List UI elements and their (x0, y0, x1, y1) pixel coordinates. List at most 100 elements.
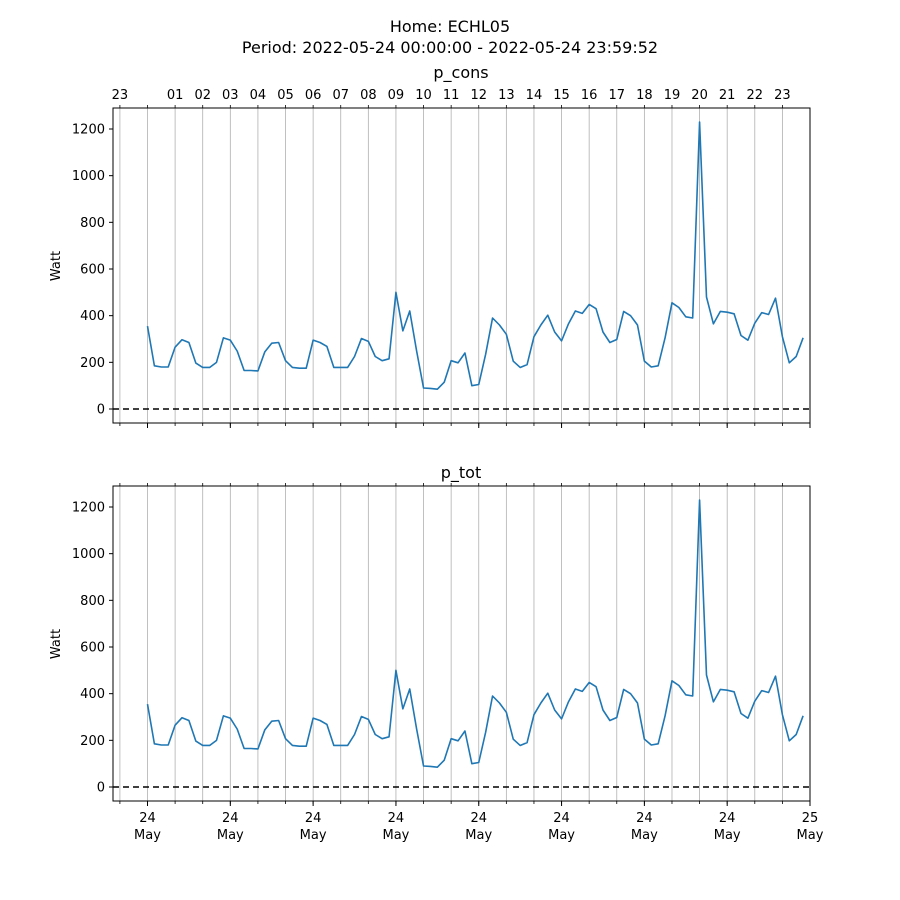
top-hour-label: 21 (719, 88, 736, 103)
data-point (623, 689, 625, 691)
data-point (526, 742, 528, 744)
top-hour-label: 14 (526, 88, 543, 103)
data-point (547, 692, 549, 694)
data-point (602, 331, 604, 333)
data-point (644, 738, 646, 740)
data-point (326, 724, 328, 726)
data-point (471, 763, 473, 765)
data-point (747, 717, 749, 719)
plot-frame (112, 485, 811, 802)
data-point (581, 313, 583, 315)
data-point (450, 738, 452, 740)
data-point (733, 313, 735, 315)
data-point (499, 702, 501, 704)
data-point (526, 364, 528, 366)
data-point (161, 744, 163, 746)
data-point (340, 367, 342, 369)
data-point (540, 702, 542, 704)
data-point (657, 743, 659, 745)
top-hour-label: 22 (747, 88, 764, 103)
x-tick-label-month: May (134, 828, 161, 843)
data-point (312, 339, 314, 341)
data-point (437, 766, 439, 768)
data-point (395, 292, 397, 294)
data-point (478, 384, 480, 386)
x-tick-label-day: 24 (636, 811, 653, 826)
data-point (271, 720, 273, 722)
data-point (374, 734, 376, 736)
data-point (292, 367, 294, 369)
x-tick-label-month: May (714, 828, 741, 843)
data-point (554, 709, 556, 711)
data-point (161, 366, 163, 368)
data-point (457, 362, 459, 364)
data-point (664, 715, 666, 717)
data-point (216, 362, 218, 364)
y-tick-label: 200 (80, 356, 105, 371)
data-point (236, 350, 238, 352)
top-hour-label: 09 (388, 88, 405, 103)
data-point (657, 365, 659, 367)
data-point (581, 691, 583, 693)
data-point (243, 370, 245, 372)
data-point (202, 367, 204, 369)
data-point (195, 362, 197, 364)
data-point (775, 297, 777, 299)
data-point (499, 324, 501, 326)
y-tick-label: 1200 (72, 501, 105, 516)
data-point (623, 311, 625, 313)
data-point (699, 499, 701, 501)
x-tick-label-month: May (217, 828, 244, 843)
x-tick-label-day: 24 (470, 811, 487, 826)
data-point (609, 720, 611, 722)
data-point (443, 759, 445, 761)
data-point (388, 358, 390, 360)
top-hour-label: 04 (250, 88, 267, 103)
data-point (381, 738, 383, 740)
top-hour-label: 05 (277, 88, 294, 103)
data-point (754, 700, 756, 702)
data-point (264, 351, 266, 353)
data-point (409, 688, 411, 690)
data-point (216, 740, 218, 742)
data-point (754, 322, 756, 324)
data-point (747, 339, 749, 341)
data-point (195, 740, 197, 742)
data-point (713, 701, 715, 703)
data-point (782, 714, 784, 716)
data-point (788, 740, 790, 742)
data-point (506, 712, 508, 714)
plot-frame (112, 107, 811, 424)
data-point (278, 720, 280, 722)
x-tick-label-day: 24 (222, 811, 239, 826)
top-hour-label: 12 (470, 88, 487, 103)
y-tick-label: 0 (97, 781, 105, 796)
data-point (588, 304, 590, 306)
top-hour-label: 10 (415, 88, 432, 103)
data-point (740, 335, 742, 337)
data-point (692, 317, 694, 319)
data-point (154, 365, 156, 367)
data-point (726, 311, 728, 313)
data-point (568, 701, 570, 703)
data-point (167, 366, 169, 368)
x-tick-label-day: 24 (139, 811, 156, 826)
data-point (381, 360, 383, 362)
data-point (402, 708, 404, 710)
data-point (637, 702, 639, 704)
top-hour-label: 17 (608, 88, 625, 103)
data-point (678, 307, 680, 309)
data-point (588, 682, 590, 684)
chart-p-cons: p_cons Watt 0 200 400 600 800 1000 1200 23 01 02 0… (49, 63, 811, 428)
data-point (209, 745, 211, 747)
data-point (154, 743, 156, 745)
data-point (547, 314, 549, 316)
top-hour-label: 20 (691, 88, 708, 103)
data-point (264, 729, 266, 731)
data-point (181, 717, 183, 719)
chart-title: p_tot (441, 463, 482, 483)
chart-title: p_cons (433, 63, 488, 83)
data-point (292, 745, 294, 747)
data-point (616, 717, 618, 719)
top-hour-label: 23 (112, 88, 129, 103)
